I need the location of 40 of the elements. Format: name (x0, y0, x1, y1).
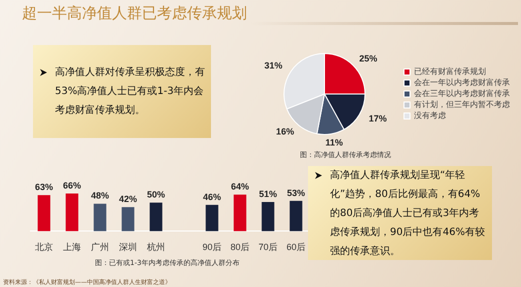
bar (122, 207, 134, 232)
bar (290, 200, 302, 232)
data-label: 17% (368, 114, 387, 124)
x-tick-label: 杭州 (146, 242, 165, 252)
data-label: 16% (276, 126, 294, 137)
legend-label: 会在三年以内考虑财富传承 (414, 89, 510, 98)
data-label: 53% (286, 188, 306, 198)
x-tick-label: 深圳 (119, 242, 137, 252)
bar (234, 194, 246, 232)
legend-label: 会在一年以内考虑财富传承 (414, 78, 510, 88)
x-tick-label: 北京 (35, 242, 53, 252)
data-label: 50% (146, 190, 166, 200)
data-label: 63% (34, 182, 54, 192)
bar (262, 202, 274, 232)
data-label: 66% (62, 180, 82, 190)
bar (150, 202, 162, 232)
x-tick-label: 上海 (63, 242, 81, 252)
legend-label: 有计划，但三年内暂不考虑 (414, 100, 510, 110)
legend-label: 没有考虑 (414, 111, 446, 120)
data-label: 46% (202, 192, 222, 202)
x-tick-label: 80后 (230, 242, 250, 252)
x-tick-label: 70后 (258, 242, 278, 252)
text: 高净值人群传承规划呈现“年轻化”趋势，80后比例最高，有64%的80后高净值人士已有或3年内考虑传承规划，90后中也有46%有较强的传承意识。 (330, 170, 485, 256)
bar (206, 204, 218, 232)
data-label: 42% (118, 194, 138, 204)
data-label: 25% (359, 53, 378, 64)
x-tick-label: 90后 (202, 242, 222, 252)
bar (94, 204, 106, 232)
x-tick-label: 60后 (286, 242, 306, 252)
bar (38, 195, 50, 232)
data-label: 48% (90, 190, 110, 201)
data-label: 64% (230, 182, 250, 192)
text: 超一半高净值人群已考虑传承规划 (22, 4, 247, 23)
bar (66, 193, 78, 232)
data-label: 11% (325, 137, 343, 148)
data-label: 51% (258, 189, 278, 200)
text: 高净值人群对传承呈积极态度，有53%高净值人士已有或1-3年内会考虑财富传承规划。 (55, 67, 205, 116)
legend-label: 已经有财富传承规划 (414, 67, 486, 76)
data-label: 31% (264, 60, 282, 71)
x-tick-label: 广州 (91, 242, 109, 252)
